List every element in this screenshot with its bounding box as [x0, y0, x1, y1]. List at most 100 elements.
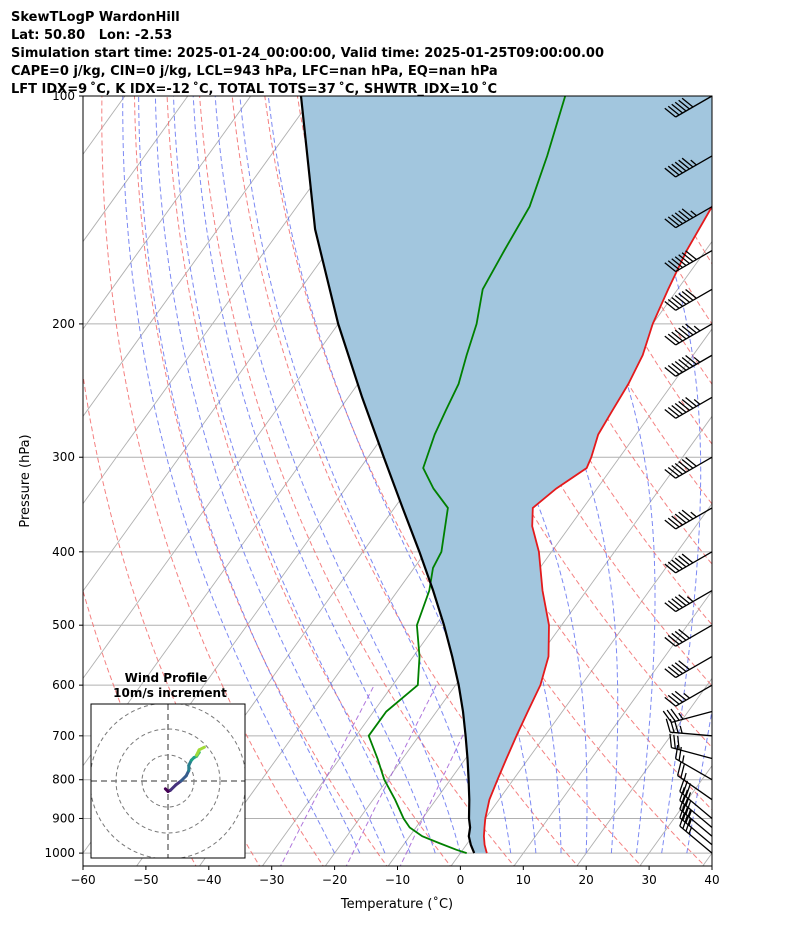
barb-flag [674, 256, 687, 267]
barb-flag [671, 464, 683, 475]
barb-flag [665, 718, 671, 733]
barb-flag [671, 664, 683, 675]
barb-staff [675, 684, 713, 707]
barb-flag [678, 594, 690, 605]
barb-half-flag [681, 755, 685, 763]
barb-flag [681, 208, 694, 219]
wind-barb [664, 589, 713, 613]
barb-staff [679, 808, 713, 837]
hodograph-title: Wind Profile [125, 671, 208, 685]
barb-flag [678, 358, 690, 369]
hodograph-inset: Wind Profile 10m/s increment [90, 671, 246, 859]
wind-barb [664, 206, 713, 229]
dry-adiabat [362, 96, 712, 749]
barb-half-flag [690, 511, 697, 518]
moist-adiabat [214, 96, 461, 854]
isotherm-gridline [576, 677, 712, 866]
dewpoint-line [367, 96, 567, 854]
barb-flag [664, 519, 677, 530]
wind-barb [664, 396, 713, 419]
barb-flag [664, 107, 677, 118]
barb-flag [674, 690, 687, 701]
hodograph-frame [90, 703, 246, 859]
barb-staff [675, 206, 713, 229]
barb-staff [679, 799, 713, 828]
barb-flag [667, 561, 680, 572]
barb-half-flag [679, 725, 683, 734]
barb-staff [675, 323, 713, 346]
barb-flag [664, 262, 677, 273]
moist-adiabat [608, 96, 702, 854]
barb-flag [670, 708, 680, 721]
chart-title: SkewTLogP WardonHill [11, 10, 180, 25]
barb-flag [674, 212, 687, 223]
moist-adiabat [122, 96, 336, 854]
dry-adiabat [786, 96, 794, 869]
y-tick-label: 600 [52, 678, 75, 692]
barb-flag [681, 458, 694, 469]
wind-barb [664, 684, 713, 707]
x-tick-label: −20 [322, 873, 347, 887]
barb-flag [671, 632, 683, 643]
barb-flag [666, 709, 676, 722]
wind-barbs [662, 95, 713, 854]
barb-flag [667, 216, 680, 227]
barb-flag [673, 734, 676, 749]
wind-barb [676, 761, 713, 801]
barb-flag [685, 783, 692, 797]
isotherm-gridline [83, 96, 189, 243]
barb-flag [667, 694, 680, 705]
wind-barb [664, 155, 713, 178]
barb-flag [667, 165, 680, 176]
barb-flag [667, 634, 680, 645]
barb-flag [667, 666, 680, 677]
barb-half-flag [688, 809, 693, 818]
barb-half-flag [690, 159, 697, 166]
barb-flag [664, 335, 677, 346]
x-tick-label: −40 [196, 873, 221, 887]
barb-flag [667, 364, 680, 375]
x-tick-label: 0 [457, 873, 465, 887]
x-tick-label: −10 [385, 873, 410, 887]
barb-flag [678, 327, 690, 338]
moist-adiabat [517, 96, 656, 854]
wind-barb [664, 507, 713, 530]
y-tick-label: 800 [52, 773, 75, 787]
hodograph-ring [115, 728, 221, 834]
barb-staff [675, 758, 713, 781]
barb-flag [667, 333, 680, 344]
wind-barb [662, 708, 713, 723]
isotherm-gridline [83, 96, 252, 330]
barb-flag [664, 218, 677, 229]
barb-flag [685, 250, 697, 261]
x-tick-label: −30 [259, 873, 284, 887]
wind-barb [674, 744, 713, 781]
wind-barb [664, 624, 713, 647]
barb-flag [674, 630, 687, 641]
barb-half-flag [678, 712, 684, 720]
barb-flag [681, 325, 694, 336]
dry-adiabat [754, 96, 794, 869]
barb-staff [675, 155, 713, 178]
dry-adiabat [231, 96, 579, 866]
wind-barb [664, 95, 713, 118]
barb-flag [674, 295, 687, 305]
isotherm-gridline [324, 328, 712, 866]
y-tick-label: 900 [52, 811, 75, 825]
wind-barb [664, 323, 713, 346]
barb-flag [674, 101, 687, 112]
barb-flag [685, 397, 697, 407]
barb-flag [664, 409, 677, 419]
barb-flag [678, 746, 682, 761]
cape-cin-shading [301, 96, 712, 854]
barb-flag [677, 735, 680, 750]
isotherm-gridline [513, 590, 712, 866]
barb-flag [674, 403, 687, 413]
barb-flag [671, 405, 683, 415]
barb-staff [670, 731, 713, 737]
barb-flag [664, 563, 677, 574]
barb-flag [685, 354, 697, 365]
barb-flag [678, 293, 690, 303]
barb-staff [675, 95, 713, 118]
barb-flag [678, 254, 690, 265]
